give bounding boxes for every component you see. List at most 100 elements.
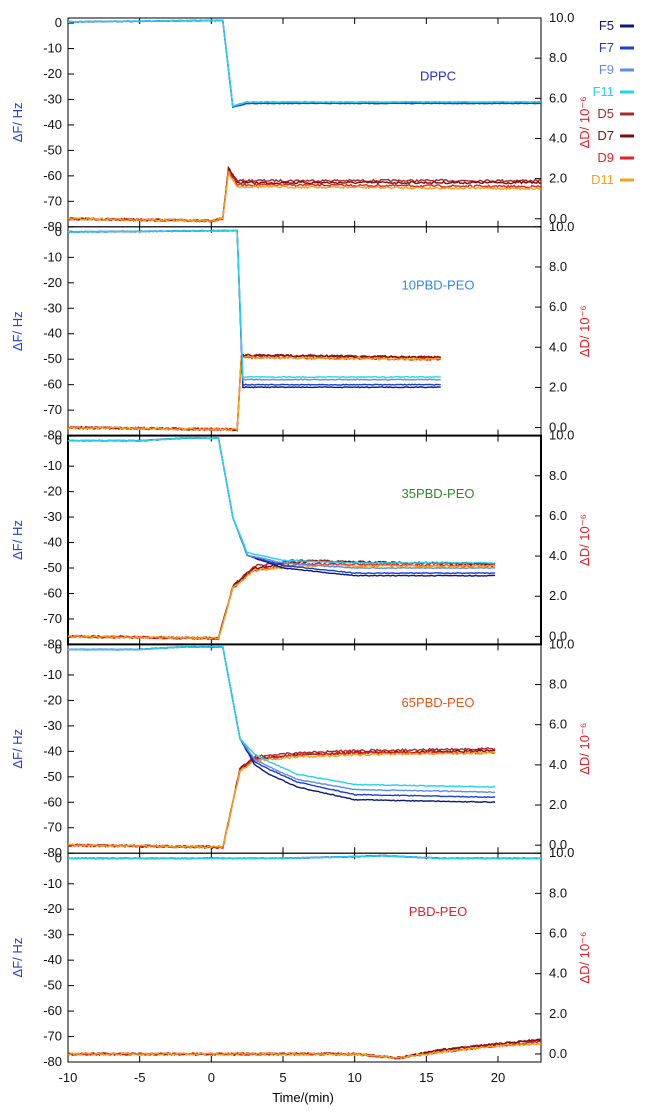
panel-label: 35PBD-PEO — [402, 486, 475, 501]
right-tick-label: 6.0 — [549, 90, 567, 105]
left-tick-label: -50 — [43, 560, 62, 575]
left-tick-label: -10 — [43, 249, 62, 264]
left-tick-label: -60 — [43, 377, 62, 392]
series-f11 — [67, 229, 441, 379]
left-axis-title: ΔF/ Hz — [10, 520, 25, 560]
left-tick-label: -40 — [43, 952, 62, 967]
x-tick-label: 20 — [491, 1070, 505, 1085]
left-tick-label: -80 — [43, 845, 62, 860]
series-f5 — [67, 645, 496, 804]
left-tick-label: -40 — [43, 535, 62, 550]
right-tick-label: 8.0 — [549, 468, 567, 483]
left-tick-label: -70 — [43, 820, 62, 835]
series-d5 — [67, 353, 441, 432]
series-f5 — [67, 437, 496, 577]
right-tick-label: 8.0 — [549, 677, 567, 692]
series-d9 — [67, 1040, 542, 1060]
left-tick-label: -70 — [43, 1029, 62, 1044]
x-tick-label: 0 — [208, 1070, 215, 1085]
series-d7 — [67, 165, 542, 223]
series-d5 — [67, 167, 542, 223]
left-tick-label: -70 — [43, 193, 62, 208]
left-tick-label: -30 — [43, 718, 62, 733]
left-tick-label: -70 — [43, 611, 62, 626]
series-f7 — [67, 229, 441, 386]
right-tick-label: 4.0 — [549, 548, 567, 563]
legend-label: F5 — [599, 18, 614, 33]
right-tick-label: 10.0 — [549, 845, 574, 860]
panel-4: 0 -10 -20 -30 -40 -50 -60 -70 -80 10.0 8.0 6.0 4.0 2.… — [10, 636, 592, 860]
series-f11 — [67, 437, 496, 565]
series-d7 — [67, 353, 442, 432]
left-tick-label: -10 — [43, 458, 62, 473]
right-tick-label: 10.0 — [549, 219, 574, 234]
right-tick-label: 0.0 — [549, 211, 567, 226]
legend-label: D7 — [597, 128, 614, 143]
series-d11 — [67, 1042, 542, 1060]
left-tick-label: -60 — [43, 168, 62, 183]
left-tick-label: 0 — [55, 15, 62, 30]
series-f11 — [67, 854, 542, 860]
series-d11 — [67, 355, 442, 432]
left-tick-label: -10 — [43, 667, 62, 682]
right-tick-label: 0.0 — [549, 1046, 567, 1061]
series-f5 — [67, 19, 542, 109]
right-tick-label: 4.0 — [549, 966, 567, 981]
left-tick-label: -30 — [43, 91, 62, 106]
panel-frame — [67, 17, 542, 228]
right-tick-label: 2.0 — [549, 797, 567, 812]
left-tick-label: -80 — [43, 219, 62, 234]
x-tick-label: -10 — [59, 1070, 78, 1085]
right-tick-label: 0.0 — [549, 837, 567, 852]
series-d11 — [67, 171, 542, 223]
series-d7 — [67, 748, 496, 850]
series-d9 — [67, 750, 496, 850]
right-tick-label: 8.0 — [549, 50, 567, 65]
left-tick-label: -40 — [43, 326, 62, 341]
series-f11 — [68, 19, 542, 108]
left-tick-label: -20 — [43, 66, 62, 81]
panel-3: 0 -10 -20 -30 -40 -50 -60 -70 -80 10.0 8.0 6.0 4.0 2.… — [10, 428, 592, 652]
left-tick-label: -30 — [43, 300, 62, 315]
left-tick-label: -10 — [43, 876, 62, 891]
panel-5: 0 -10 -20 -30 -40 -50 -60 -70 -80 10.0 8.0 6.0 4.0 2.… — [10, 845, 592, 1069]
legend-label: F9 — [599, 62, 614, 77]
series-d9 — [67, 562, 496, 641]
right-tick-label: 2.0 — [549, 1006, 567, 1021]
right-tick-label: 0.0 — [549, 420, 567, 435]
left-tick-label: -40 — [43, 743, 62, 758]
series-f7 — [67, 645, 496, 799]
x-tick-label: -5 — [134, 1070, 146, 1085]
right-tick-label: 4.0 — [549, 757, 567, 772]
right-tick-label: 8.0 — [549, 885, 567, 900]
right-tick-label: 0.0 — [549, 628, 567, 643]
series-f9 — [67, 437, 496, 570]
panel-label: DPPC — [420, 69, 456, 84]
series-d9 — [67, 169, 542, 223]
left-tick-label: -50 — [43, 142, 62, 157]
series-f9 — [67, 19, 541, 108]
left-tick-label: -40 — [43, 117, 62, 132]
right-tick-label: 2.0 — [549, 171, 567, 186]
series-f9 — [67, 645, 496, 794]
left-tick-label: 0 — [55, 433, 62, 448]
right-tick-label: 6.0 — [549, 926, 567, 941]
left-axis-title: ΔF/ Hz — [10, 938, 25, 978]
x-axis-ticks: -10 -5 0 5 10 15 20 — [59, 1070, 506, 1085]
series-d5 — [67, 559, 496, 641]
panel-1: 0 -10 -20 -30 -40 -50 -60 -70 -80 10.0 8.0 6.0 4.0 2.… — [10, 10, 592, 234]
left-tick-label: -20 — [43, 484, 62, 499]
left-tick-label: -50 — [43, 351, 62, 366]
series-f5 — [67, 229, 441, 389]
right-tick-label: 10.0 — [549, 636, 574, 651]
left-tick-label: -20 — [43, 901, 62, 916]
left-tick-label: -70 — [43, 402, 62, 417]
left-tick-label: -30 — [43, 509, 62, 524]
right-tick-label: 6.0 — [549, 508, 567, 523]
legend-label: D5 — [597, 106, 614, 121]
left-tick-label: -20 — [43, 275, 62, 290]
left-axis-title: ΔF/ Hz — [10, 103, 25, 143]
left-tick-label: 0 — [55, 850, 62, 865]
legend: F5 F7 F9 F11 D5 D7 D9 D11 — [591, 18, 634, 187]
